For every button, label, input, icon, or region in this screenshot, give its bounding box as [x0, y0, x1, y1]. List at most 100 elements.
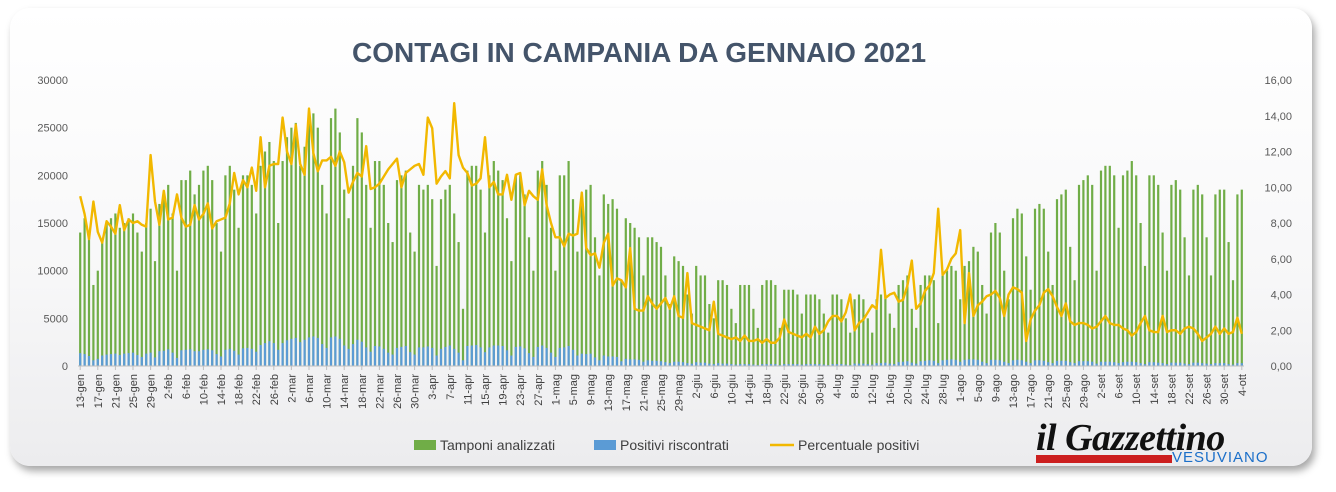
bar-tamponi — [699, 275, 702, 366]
x-tick-label: 2-set — [1096, 374, 1108, 398]
bar-tamponi — [1069, 246, 1072, 366]
bar-positivi — [448, 345, 451, 366]
bar-positivi — [1069, 362, 1072, 366]
bar-positivi — [563, 347, 566, 366]
bar-tamponi — [127, 218, 130, 366]
bar-positivi — [972, 359, 975, 366]
bar-positivi — [369, 351, 372, 366]
bar-tamponi — [831, 294, 834, 366]
logo-brand: il Gazzettino — [1036, 417, 1225, 459]
x-tick-label: 6-giu — [709, 374, 721, 398]
bar-positivi — [519, 346, 522, 366]
bar-positivi — [611, 356, 614, 366]
x-tick-label: 4-ott — [1237, 374, 1249, 396]
bar-tamponi — [954, 270, 957, 366]
bar-positivi — [809, 364, 812, 366]
bar-positivi — [334, 336, 337, 366]
bar-positivi — [527, 353, 531, 366]
bar-tamponi — [497, 170, 500, 366]
bar-positivi — [1214, 363, 1217, 366]
x-tick-label: 10-giu — [726, 374, 738, 405]
x-tick-label: 2-giu — [691, 374, 703, 398]
bar-positivi — [470, 345, 473, 366]
bar-positivi — [338, 338, 341, 366]
bar-positivi — [439, 348, 443, 366]
bar-positivi — [629, 359, 632, 366]
series-positivi-bars — [79, 336, 1243, 366]
bar-positivi — [686, 363, 689, 366]
x-tick-label: 25-ago — [1061, 374, 1073, 408]
bar-tamponi — [241, 175, 245, 366]
legend-label-tamponi: Tamponi analizzati — [440, 437, 555, 453]
bar-positivi — [615, 356, 619, 366]
bar-tamponi — [721, 280, 724, 366]
bar-tamponi — [690, 313, 693, 366]
bar-tamponi — [1209, 275, 1213, 366]
bar-positivi — [505, 350, 509, 366]
bar-tamponi — [123, 223, 126, 366]
bar-positivi — [567, 345, 570, 366]
bar-tamponi — [897, 284, 900, 366]
chart-card: CONTAGI IN CAMPANIA DA GENNAIO 2021 0 500… — [10, 8, 1312, 466]
bar-positivi — [853, 363, 856, 366]
bar-tamponi — [1073, 280, 1076, 366]
bar-tamponi — [453, 213, 456, 366]
bar-tamponi — [730, 308, 733, 366]
bar-tamponi — [598, 275, 601, 366]
y-left-tick-label: 10000 — [37, 266, 68, 278]
x-tick-label: 16-lug — [885, 374, 897, 405]
bar-tamponi — [382, 184, 385, 366]
x-tick-label: 15-apr — [480, 374, 492, 406]
bar-positivi — [1077, 361, 1081, 366]
y-right-tick-label: 6,00 — [1271, 254, 1292, 266]
bar-positivi — [1016, 359, 1019, 366]
bar-tamponi — [118, 227, 121, 366]
bar-positivi — [1007, 363, 1010, 366]
bar-tamponi — [937, 323, 940, 366]
bar-tamponi — [255, 213, 258, 366]
bar-tamponi — [813, 294, 817, 366]
bar-tamponi — [1240, 189, 1243, 366]
x-tick-label: 5-ago — [973, 374, 985, 402]
x-tick-label: 8-lug — [850, 374, 862, 398]
bar-positivi — [479, 347, 482, 366]
y-left-tick-label: 30000 — [37, 75, 68, 87]
bar-tamponi — [263, 151, 267, 366]
bar-positivi — [215, 354, 218, 366]
bar-tamponi — [439, 199, 443, 366]
bar-positivi — [87, 355, 91, 366]
bar-positivi — [673, 361, 676, 366]
bar-tamponi — [708, 304, 711, 366]
bar-positivi — [532, 356, 535, 366]
bar-positivi — [299, 342, 302, 366]
bar-positivi — [831, 364, 834, 366]
bar-tamponi — [206, 165, 209, 366]
bar-tamponi — [343, 189, 346, 366]
x-tick-label: 6-mar — [304, 374, 316, 403]
bar-positivi — [409, 352, 412, 366]
bar-positivi — [228, 348, 231, 366]
x-tick-label: 7-apr — [445, 374, 457, 400]
x-tick-label: 13-mag — [603, 374, 615, 411]
bar-tamponi — [1183, 237, 1186, 366]
bar-tamponi — [655, 242, 658, 366]
bar-positivi — [796, 364, 799, 366]
bar-tamponi — [589, 184, 592, 366]
bar-positivi — [1029, 363, 1032, 366]
bar-positivi — [541, 345, 544, 366]
bar-positivi — [246, 347, 249, 366]
bar-tamponi — [923, 275, 927, 366]
bar-tamponi — [197, 184, 201, 366]
bar-tamponi — [316, 127, 319, 366]
x-tick-label: 5-mag — [568, 374, 580, 405]
bar-positivi — [818, 364, 821, 366]
x-tick-label: 1-ago — [955, 374, 967, 402]
x-tick-label: 18-giu — [762, 374, 774, 405]
bar-tamponi — [664, 275, 667, 366]
bar-positivi — [206, 349, 209, 366]
bar-tamponi — [268, 141, 271, 366]
bar-positivi — [976, 359, 979, 366]
x-tick-label: 19-apr — [498, 374, 510, 406]
bar-tamponi — [989, 232, 993, 366]
bar-tamponi — [492, 161, 495, 366]
